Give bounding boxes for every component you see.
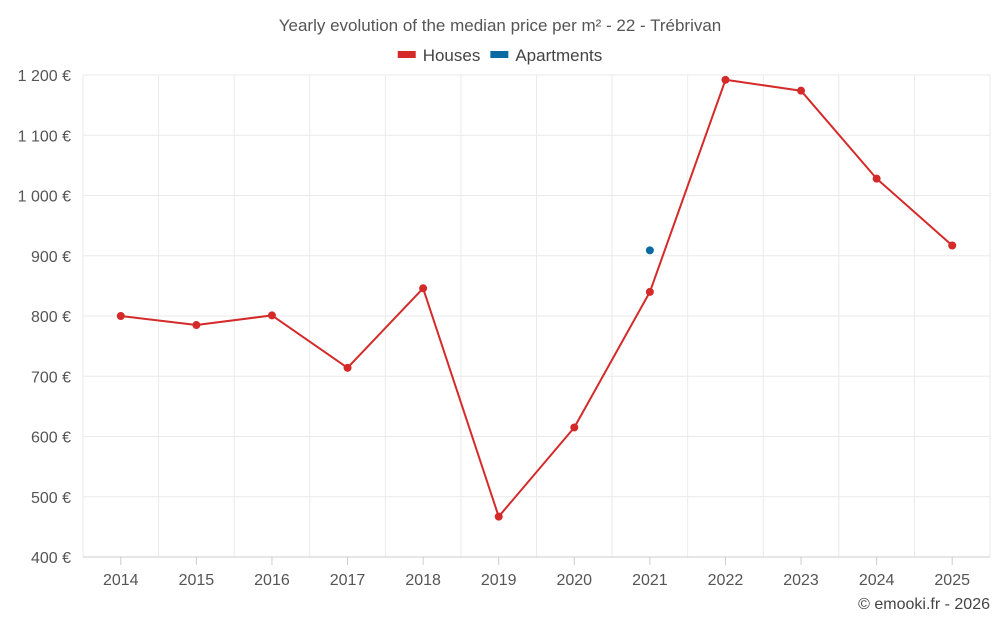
y-tick-label: 700 € <box>31 369 71 386</box>
data-point-houses-2019[interactable]: Houses 2019: 467 <box>494 512 503 521</box>
legend-label-houses: Houses <box>423 46 481 65</box>
y-tick-label: 400 € <box>31 550 71 567</box>
data-point-houses-2018[interactable]: Houses 2018: 846 <box>419 284 428 293</box>
gridlines <box>82 74 991 557</box>
axes: 400 € 500 € 600 € 700 € 800 € 900 € 1 000 € 1 1… <box>18 68 990 589</box>
chart-title: Yearly evolution of the median price per… <box>279 16 722 35</box>
data-point-houses-2022[interactable]: Houses 2022: 1192 <box>721 75 730 84</box>
data-point-houses-2017[interactable]: Houses 2017: 714 <box>343 363 352 372</box>
data-point-houses-2014[interactable]: Houses 2014: 800 <box>116 312 125 320</box>
series-line-houses <box>120 78 953 518</box>
x-tick-label-2023: 2023 <box>783 572 819 589</box>
data-point-houses-2021[interactable]: Houses 2021: 840 <box>645 287 654 296</box>
x-tick-label-2021: 2021 <box>632 572 668 589</box>
x-tick-label-2016: 2016 <box>254 572 290 589</box>
data-point-houses-2020[interactable]: Houses 2020: 615 <box>570 423 579 432</box>
legend-swatch-apartments <box>490 51 509 58</box>
data-point-houses-2023[interactable]: Houses 2023: 1174 <box>797 86 806 95</box>
x-tick-label-2025: 2025 <box>934 572 970 589</box>
data-point-houses-2025[interactable]: Houses 2025: 917 <box>948 241 957 250</box>
data-point-houses-2016[interactable]: Houses 2016: 801 <box>267 311 276 320</box>
x-tick-label-2019: 2019 <box>481 572 517 589</box>
data-point-apartments-2021[interactable]: Apartments 2021: 909 <box>645 246 654 255</box>
legend-item-houses[interactable]: Houses <box>397 46 481 65</box>
y-tick-label: 600 € <box>31 430 71 447</box>
series-layer: Houses 2014: 800 Houses 2015: 785 Houses 2… <box>116 75 957 521</box>
legend: Houses Apartments <box>397 46 602 65</box>
legend-item-apartments[interactable]: Apartments <box>490 46 602 65</box>
x-tick-label-2022: 2022 <box>708 572 744 589</box>
legend-label-apartments: Apartments <box>515 46 602 65</box>
y-tick-label: 500 € <box>31 490 71 507</box>
data-point-houses-2024[interactable]: Houses 2024: 1028 <box>872 174 881 183</box>
legend-swatch-houses <box>397 51 416 58</box>
data-point-houses-2015[interactable]: Houses 2015: 785 <box>192 321 201 330</box>
y-tick-label: 900 € <box>31 249 71 266</box>
x-tick-label-2018: 2018 <box>405 572 441 589</box>
x-tick-label-2020: 2020 <box>556 572 592 589</box>
y-tick-label: 800 € <box>31 309 71 326</box>
x-tick-label-2014: 2014 <box>103 572 139 589</box>
y-tick-label: 1 000 € <box>18 189 71 206</box>
x-tick-label-2015: 2015 <box>179 572 215 589</box>
y-tick-label: 1 200 € <box>18 68 71 85</box>
x-tick-label-2024: 2024 <box>859 572 895 589</box>
y-tick-label: 1 100 € <box>18 128 71 145</box>
x-tick-label-2017: 2017 <box>330 572 366 589</box>
credit-text: © emooki.fr - 2026 <box>858 596 990 613</box>
